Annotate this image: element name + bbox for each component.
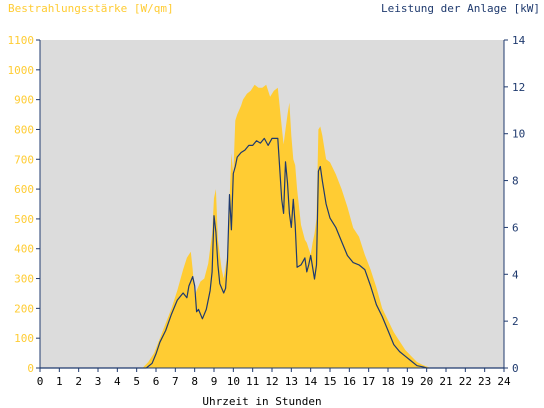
irradiance-series xyxy=(40,84,504,368)
right-axis-ticks: 0 2 4 6 8 10 12 14 xyxy=(504,34,526,375)
x-tick-label: 2 xyxy=(75,375,82,388)
x-tick-label: 1 xyxy=(56,375,63,388)
left-tick-label: 1000 xyxy=(8,64,35,77)
left-axis-title: Bestrahlungsstärke [W/qm] xyxy=(8,2,174,15)
x-tick-label: 14 xyxy=(304,375,318,388)
x-tick-label: 0 xyxy=(37,375,44,388)
right-tick-label: 4 xyxy=(512,268,519,281)
right-tick-label: 2 xyxy=(512,315,519,328)
right-axis-title: Leistung der Anlage [kW] xyxy=(381,2,540,15)
left-tick-label: 0 xyxy=(27,362,34,375)
left-tick-label: 600 xyxy=(14,183,34,196)
x-tick-label: 3 xyxy=(95,375,102,388)
right-tick-label: 6 xyxy=(512,221,519,234)
x-tick-label: 20 xyxy=(420,375,433,388)
right-tick-label: 12 xyxy=(512,81,525,94)
left-tick-label: 900 xyxy=(14,94,34,107)
x-tick-label: 19 xyxy=(401,375,414,388)
x-tick-label: 10 xyxy=(227,375,240,388)
x-tick-label: 17 xyxy=(362,375,375,388)
x-tick-label: 18 xyxy=(381,375,394,388)
left-tick-label: 400 xyxy=(14,243,34,256)
left-tick-label: 700 xyxy=(14,153,34,166)
x-tick-label: 15 xyxy=(323,375,336,388)
power-line xyxy=(40,137,504,369)
x-tick-label: 4 xyxy=(114,375,121,388)
left-tick-label: 1100 xyxy=(8,34,35,47)
x-tick-label: 12 xyxy=(265,375,278,388)
x-tick-label: 24 xyxy=(497,375,511,388)
right-tick-label: 0 xyxy=(512,362,519,375)
left-tick-label: 300 xyxy=(14,273,34,286)
x-tick-label: 23 xyxy=(478,375,491,388)
x-axis-title: Uhrzeit in Stunden xyxy=(202,395,321,408)
x-tick-label: 22 xyxy=(459,375,472,388)
left-tick-label: 800 xyxy=(14,123,34,136)
power-series xyxy=(40,137,504,369)
irradiance-area xyxy=(40,84,504,368)
left-tick-label: 200 xyxy=(14,302,34,315)
x-tick-label: 9 xyxy=(211,375,218,388)
x-tick-label: 6 xyxy=(153,375,160,388)
x-tick-label: 13 xyxy=(285,375,298,388)
x-tick-label: 11 xyxy=(246,375,259,388)
x-tick-label: 16 xyxy=(343,375,356,388)
x-tick-label: 21 xyxy=(439,375,452,388)
x-tick-label: 7 xyxy=(172,375,179,388)
right-tick-label: 14 xyxy=(512,34,526,47)
right-tick-label: 8 xyxy=(512,175,519,188)
x-axis-ticks: 0 1 2 3 4 5 6 7 8 9 10 11 12 13 14 15 16 17 18 19 20 21 22 23 24 xyxy=(37,368,511,388)
x-tick-label: 8 xyxy=(191,375,198,388)
right-tick-label: 10 xyxy=(512,128,525,141)
left-tick-label: 100 xyxy=(14,332,34,345)
left-axis-ticks: 0 100 200 300 400 500 600 700 800 900 1000 1100 xyxy=(8,34,40,375)
x-tick-label: 5 xyxy=(133,375,140,388)
left-tick-label: 500 xyxy=(14,213,34,226)
